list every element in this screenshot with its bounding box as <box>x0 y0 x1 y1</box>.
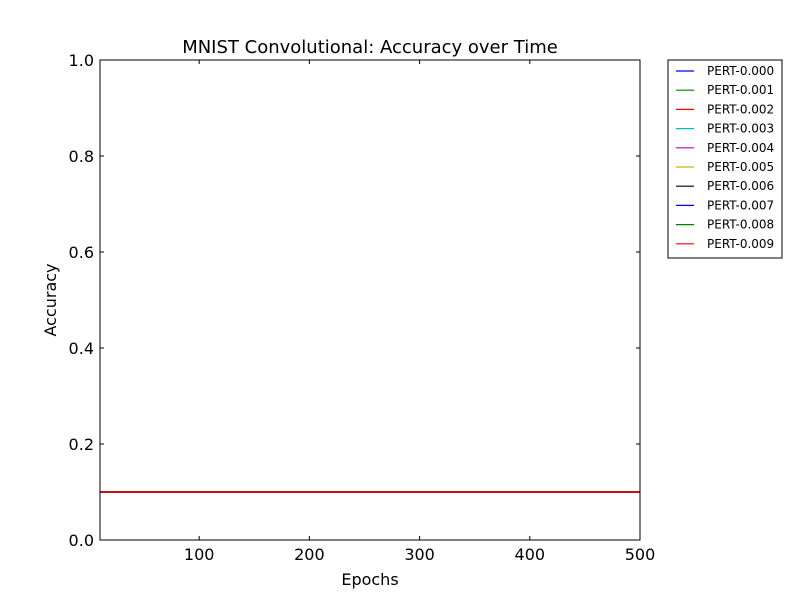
legend-label-6: PERT-0.006 <box>707 179 774 193</box>
x-axis-label: Epochs <box>341 570 398 589</box>
legend-label-1: PERT-0.001 <box>707 83 774 97</box>
legend-label-0: PERT-0.000 <box>707 64 774 78</box>
y-tick-label: 0.8 <box>69 147 94 166</box>
y-tick-label: 0.4 <box>69 339 94 358</box>
legend-label-7: PERT-0.007 <box>707 198 774 212</box>
y-tick-label: 0.2 <box>69 435 94 454</box>
legend-label-9: PERT-0.009 <box>707 237 774 251</box>
legend-label-8: PERT-0.008 <box>707 218 774 232</box>
y-axis-label: Accuracy <box>41 263 60 336</box>
x-tick-label: 100 <box>184 545 215 564</box>
plot-frame <box>99 59 641 541</box>
y-tick-label: 0.6 <box>69 243 94 262</box>
x-tick-label: 400 <box>515 545 546 564</box>
chart-title: MNIST Convolutional: Accuracy over Time <box>182 37 558 58</box>
x-tick-label: 500 <box>625 545 656 564</box>
y-tick-label: 0.0 <box>69 531 94 550</box>
legend-label-2: PERT-0.002 <box>707 102 774 116</box>
x-tick-label: 200 <box>294 545 325 564</box>
y-tick-label: 1.0 <box>69 51 94 70</box>
legend-label-4: PERT-0.004 <box>707 141 774 155</box>
legend-label-3: PERT-0.003 <box>707 122 774 136</box>
legend-label-5: PERT-0.005 <box>707 160 774 174</box>
tick-layer: 100 200 300 400 500 0.0 0.2 0.4 0.6 0.8 1.0 <box>69 51 656 564</box>
x-tick-label: 300 <box>404 545 435 564</box>
legend: PERT-0.000 PERT-0.001 PERT-0.002 PERT-0.003… <box>667 59 783 259</box>
